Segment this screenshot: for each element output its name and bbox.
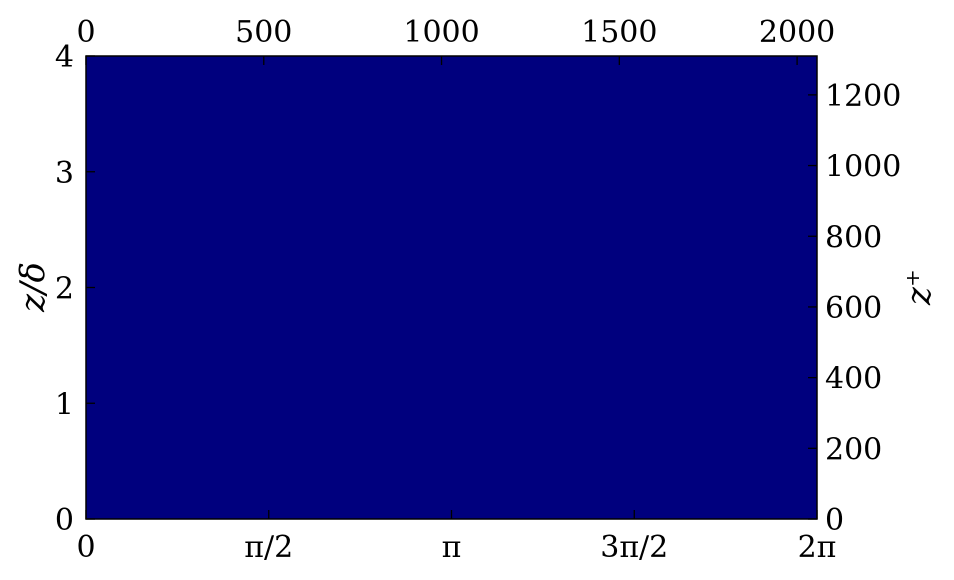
right-tick-label: 1000 — [825, 150, 901, 185]
x-axis-top: 0 500 1000 1500 2000 — [76, 15, 835, 65]
x-tick-label: 3π/2 — [600, 530, 668, 565]
y-tick-label: 1 — [55, 387, 74, 422]
right-tick-label: 1200 — [825, 79, 901, 114]
x-axis-bottom: 0 π/2 π 3π/2 2π — [76, 510, 836, 565]
y-axis-right: 0 200 400 600 800 1000 1200 — [808, 79, 901, 538]
right-tick-label: 200 — [825, 432, 882, 467]
right-tick-label: 0 — [825, 503, 844, 538]
top-tick-label: 0 — [76, 15, 95, 50]
y-tick-label: 4 — [55, 40, 74, 75]
top-tick-label: 1000 — [403, 15, 479, 50]
x-tick-label: π/2 — [244, 530, 293, 565]
x-tick-label: 2π — [798, 530, 837, 565]
heatmap-field — [86, 56, 817, 519]
y-axis-label: z/δ — [13, 262, 53, 313]
y-tick-label: 2 — [55, 272, 74, 307]
right-tick-label: 800 — [825, 220, 882, 255]
right-tick-label: 400 — [825, 362, 882, 397]
y-axis-right-label: z⁺ — [899, 269, 939, 306]
top-tick-label: 2000 — [759, 15, 835, 50]
top-tick-label: 1500 — [581, 15, 657, 50]
y-axis-left: 0 1 2 3 4 — [55, 40, 95, 538]
right-tick-label: 600 — [825, 291, 882, 326]
x-tick-label: 0 — [76, 530, 95, 565]
top-tick-label: 500 — [235, 15, 292, 50]
y-tick-label: 3 — [55, 156, 74, 191]
x-tick-label: π — [442, 530, 462, 565]
y-tick-label: 0 — [55, 503, 74, 538]
